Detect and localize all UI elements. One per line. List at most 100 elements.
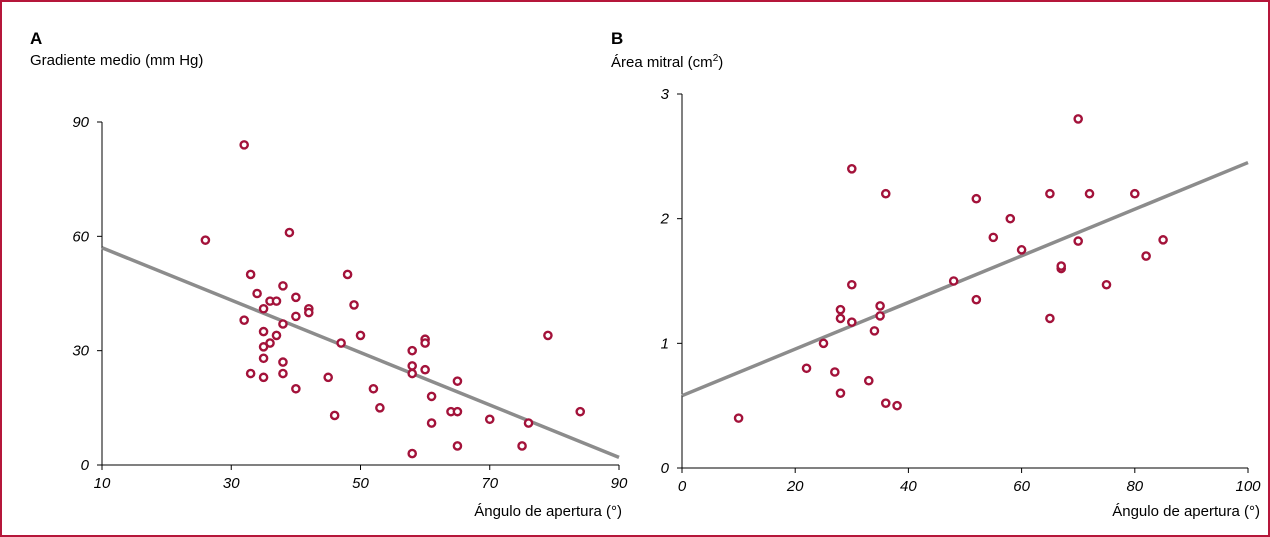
panel-a-y-axis-title: Gradiente medio (mm Hg) xyxy=(30,52,203,69)
panel-b-y-axis-title-main: Área mitral (cm xyxy=(611,54,713,71)
panel-a-data-point xyxy=(368,383,379,394)
panel-b-ticks: 0 20 40 60 80 100 0 1 2 3 xyxy=(660,86,1262,495)
panel-b-data-point xyxy=(1130,188,1140,199)
panel-a-data-point xyxy=(355,330,366,341)
panel-b-data-point xyxy=(801,363,812,374)
panel-a-data-point xyxy=(523,418,534,428)
panel-b-trendline xyxy=(681,160,1249,398)
panel-a-data-point xyxy=(258,326,269,337)
panel-a-data-point xyxy=(239,315,249,325)
panel-a-points xyxy=(200,140,586,459)
panel-b-x-axis-title: Ángulo de apertura (°) xyxy=(1112,503,1260,520)
panel-a-data-point xyxy=(336,338,346,348)
panel-b: B Área mitral (cm2) Ángulo de apertura (… xyxy=(611,29,1261,520)
panel-b-data-point xyxy=(1056,261,1067,271)
panel-a-data-point xyxy=(245,269,256,280)
panel-b-x-tick-label: 100 xyxy=(1235,478,1261,495)
panel-b-data-point xyxy=(1101,279,1112,290)
panel-a-data-point xyxy=(258,303,269,314)
panel-b-y-axis-title-suffix: ) xyxy=(718,54,723,71)
panel-a-data-point xyxy=(426,418,437,428)
panel-b-data-point xyxy=(1045,313,1055,324)
panel-b-data-point xyxy=(880,398,891,408)
panel-a-data-point xyxy=(420,364,430,375)
panel-b-data-point xyxy=(863,375,874,386)
panel-b-letter: B xyxy=(611,29,623,48)
panel-a-data-point xyxy=(271,330,282,341)
panel-a-data-point xyxy=(575,406,586,417)
panel-a-data-point xyxy=(278,281,288,291)
panel-a-data-point xyxy=(407,361,418,371)
panel-b-data-point xyxy=(892,400,902,411)
panel-b-data-point xyxy=(1073,114,1083,124)
panel-a-data-point xyxy=(291,311,301,322)
panel-a-letter: A xyxy=(30,29,42,48)
panel-b-data-point xyxy=(880,188,891,199)
panel-a-data-point xyxy=(349,300,359,310)
panel-a-data-point xyxy=(407,345,418,356)
panel-b-data-point xyxy=(948,276,959,286)
panel-a-x-tick-label: 30 xyxy=(223,475,240,492)
panel-a-x-tick-label: 90 xyxy=(611,475,628,492)
panel-b-data-point xyxy=(835,388,846,399)
panel-b-data-point xyxy=(1158,235,1168,245)
panel-a-data-point xyxy=(407,368,418,379)
panel-a-y-tick-label: 30 xyxy=(72,343,89,360)
panel-b-data-point xyxy=(847,317,857,327)
panel-a-data-point xyxy=(258,372,269,383)
panel-a-trendline xyxy=(101,246,620,459)
panel-b-y-tick-label: 2 xyxy=(660,211,670,228)
panel-b-data-point xyxy=(1141,251,1151,261)
panel-b-data-point xyxy=(847,279,857,290)
panel-a-data-point xyxy=(278,319,288,329)
panel-b-y-axis-title: Área mitral (cm2) xyxy=(611,53,723,71)
panel-b-data-point xyxy=(830,367,840,377)
panel-a-x-axis-title: Ángulo de apertura (°) xyxy=(474,503,622,520)
panel-a-y-tick-label: 0 xyxy=(81,457,90,474)
panel-b-data-point xyxy=(869,326,880,336)
panel-b-data-point xyxy=(875,311,885,321)
panel-b-points xyxy=(733,114,1168,423)
panel-a-ticks: 10 30 50 70 90 0 30 60 90 xyxy=(72,114,628,492)
panel-a-data-point xyxy=(543,330,553,341)
panel-a-data-point xyxy=(426,391,437,402)
panel-a: A Gradiente medio (mm Hg) Ángulo de aper… xyxy=(30,29,628,520)
panel-a-data-point xyxy=(252,288,262,299)
panel-a-x-tick-label: 50 xyxy=(352,475,369,492)
panel-a-data-point xyxy=(517,441,527,451)
panel-b-x-tick-label: 40 xyxy=(900,478,917,495)
panel-b-data-point xyxy=(818,338,829,349)
panel-b-data-point xyxy=(988,232,999,243)
panel-b-data-point xyxy=(971,294,982,305)
panel-b-data-point xyxy=(1016,245,1027,255)
panel-b-data-point xyxy=(733,413,744,423)
panel-a-y-tick-label: 60 xyxy=(72,228,89,245)
panel-a-data-point xyxy=(303,307,314,318)
panel-a-data-point xyxy=(420,338,430,348)
panel-a-x-tick-label: 10 xyxy=(94,475,111,492)
panel-a-data-point xyxy=(375,403,385,413)
panel-b-data-point xyxy=(1073,236,1083,246)
panel-b-data-point xyxy=(835,304,846,315)
panel-a-data-point xyxy=(291,292,301,303)
panel-b-data-point xyxy=(847,163,857,174)
panel-a-x-tick-label: 70 xyxy=(481,475,498,492)
panel-a-y-tick-label: 90 xyxy=(72,114,89,131)
panel-a-data-point xyxy=(258,353,269,364)
panel-a-data-point xyxy=(452,376,463,386)
panel-b-data-point xyxy=(835,313,846,324)
panel-a-data-point xyxy=(200,235,211,245)
panel-a-data-point xyxy=(342,269,353,280)
panel-a-trendline-group xyxy=(101,246,620,459)
panel-b-x-tick-label: 80 xyxy=(1126,478,1143,495)
panel-a-data-point xyxy=(329,410,340,421)
panel-b-y-tick-label: 3 xyxy=(661,86,670,103)
panel-b-y-tick-label: 1 xyxy=(661,335,669,352)
panel-a-data-point xyxy=(452,441,463,451)
panel-b-x-tick-label: 20 xyxy=(786,478,804,495)
panel-b-data-point xyxy=(971,193,982,204)
panel-b-data-point xyxy=(1005,213,1016,224)
panel-a-data-point xyxy=(271,296,282,306)
panel-a-data-point xyxy=(284,227,295,238)
